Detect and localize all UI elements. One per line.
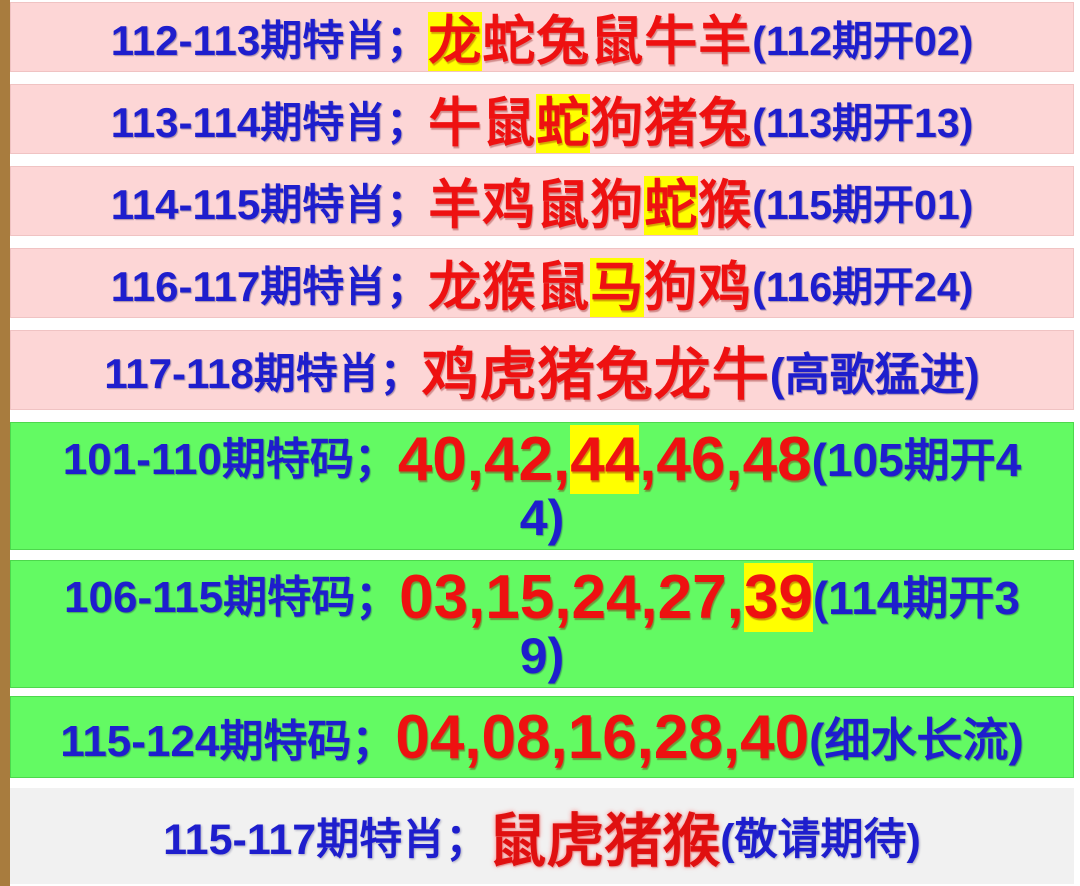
result-note: (敬请期待) — [720, 816, 921, 864]
number-list: 40,42,44,46,48 — [397, 425, 812, 495]
period-label: 113-114期特肖； — [110, 98, 429, 146]
zodiac-list: 鸡虎猪兔龙牛 — [421, 343, 770, 407]
period-label: 115-117期特肖； — [163, 816, 489, 864]
period-label: 112-113期特肖； — [110, 16, 429, 64]
highlighted-number: 44 — [570, 425, 640, 495]
zodiac-row-115-117-pending: 115-117期特肖； 鼠虎猪猴 (敬请期待) — [10, 788, 1074, 884]
period-label: 101-110期特码； — [62, 434, 398, 484]
highlighted-zodiac: 马 — [590, 258, 645, 317]
zodiac-list: 牛鼠蛇狗猪兔 — [428, 94, 753, 153]
zodiac-row-112-113: 112-113期特肖； 龙蛇兔鼠牛羊 (112期开02) — [10, 2, 1074, 72]
result-note: (112期开02) — [752, 18, 974, 64]
result-note: (细水长流) — [809, 714, 1024, 766]
highlighted-zodiac: 蛇 — [644, 176, 699, 235]
number-row-101-110: 101-110期特码； 40,42,44,46,48 (105期开4 4) — [10, 422, 1074, 550]
zodiac-row-113-114: 113-114期特肖； 牛鼠蛇狗猪兔 (113期开13) — [10, 84, 1074, 154]
result-note: (高歌猛进) — [769, 348, 980, 400]
result-note-wrap: 4) — [519, 490, 565, 547]
zodiac-row-116-117: 116-117期特肖； 龙猴鼠马狗鸡 (116期开24) — [10, 248, 1074, 318]
result-note: (115期开01) — [752, 182, 974, 228]
zodiac-list: 龙蛇兔鼠牛羊 — [428, 12, 753, 71]
period-label: 115-124期特码； — [60, 717, 396, 766]
period-label: 106-115期特码； — [64, 572, 400, 622]
result-note: (105期开4 — [811, 433, 1022, 486]
zodiac-list: 羊鸡鼠狗蛇猴 — [428, 176, 753, 235]
number-list: 04,08,16,28,40 — [395, 702, 810, 772]
zodiac-row-117-118: 117-118期特肖； 鸡虎猪兔龙牛 (高歌猛进) — [10, 330, 1074, 410]
period-label: 116-117期特肖； — [110, 262, 429, 310]
highlighted-number: 39 — [743, 563, 813, 633]
result-note: (114期开3 — [812, 571, 1020, 624]
zodiac-list: 龙猴鼠马狗鸡 — [428, 258, 753, 317]
zodiac-list: 鼠虎猪猴 — [488, 809, 721, 874]
period-label: 117-118期特肖； — [104, 349, 422, 397]
period-label: 114-115期特肖； — [110, 180, 429, 228]
highlighted-zodiac: 蛇 — [536, 94, 591, 153]
result-note: (116期开24) — [752, 264, 974, 310]
result-note-wrap: 9) — [519, 628, 565, 685]
zodiac-row-114-115: 114-115期特肖； 羊鸡鼠狗蛇猴 (115期开01) — [10, 166, 1074, 236]
number-row-106-115: 106-115期特码； 03,15,24,27,39 (114期开3 9) — [10, 560, 1074, 688]
number-row-115-124: 115-124期特码； 04,08,16,28,40 (细水长流) — [10, 696, 1074, 778]
highlighted-zodiac: 龙 — [428, 12, 483, 71]
result-note: (113期开13) — [752, 100, 974, 146]
number-list: 03,15,24,27,39 — [399, 563, 813, 633]
